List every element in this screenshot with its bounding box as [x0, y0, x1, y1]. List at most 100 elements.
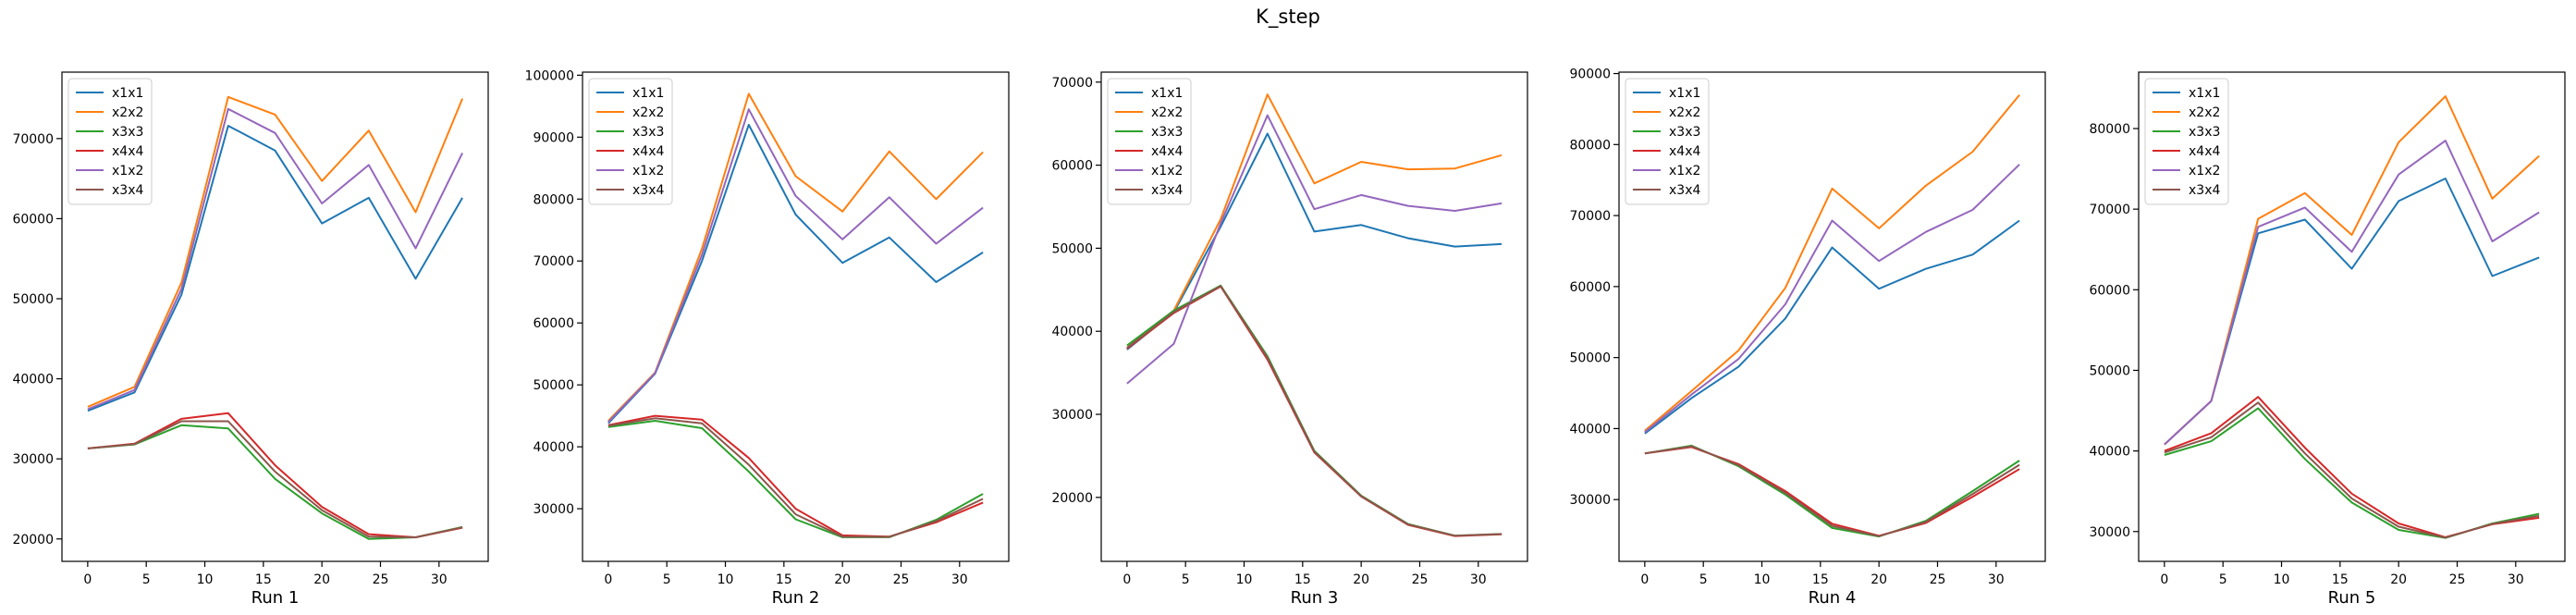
x-tick-label: 0: [604, 572, 612, 587]
figure-title: K_step: [1256, 6, 1320, 28]
series-line-x3x4: [607, 417, 984, 538]
legend-label-x4x4: x4x4: [112, 144, 143, 159]
series-line-x1x1: [2164, 178, 2540, 446]
legend-label-x2x2: x2x2: [2189, 105, 2220, 120]
series-line-x2x2: [1644, 93, 2020, 432]
y-tick-label: 50000: [2089, 363, 2130, 378]
x-tick-label: 30: [1988, 572, 2005, 587]
series-line-x4x4: [2164, 396, 2540, 538]
x-tick-label: 5: [2219, 572, 2227, 587]
x-tick-label: 25: [1930, 572, 1946, 587]
series-line-x3x3: [87, 424, 463, 540]
y-tick-label: 50000: [533, 378, 574, 393]
y-tick-label: 40000: [12, 373, 54, 387]
x-tick-label: 30: [431, 572, 448, 587]
legend-box: [67, 78, 153, 205]
legend-label-x1x2: x1x2: [112, 164, 143, 178]
subplot-1: 0 5 10 15 20 25 30 20000 30000 40000 50000 60000 700…: [12, 71, 489, 608]
plot-frame: [1618, 71, 2046, 562]
y-tick-label: 30000: [533, 502, 574, 517]
y-tick-label: 70000: [1569, 209, 1611, 224]
legend-label-x1x1: x1x1: [2189, 86, 2220, 101]
x-tick-label: 15: [2332, 572, 2349, 587]
legend-label-x2x2: x2x2: [1151, 105, 1183, 120]
y-tick-label: 80000: [1569, 138, 1611, 153]
series-line-x2x2: [1126, 93, 1503, 349]
legend-label-x1x2: x1x2: [2189, 164, 2220, 178]
x-tick-label: 10: [197, 572, 214, 587]
y-tick-label: 20000: [1051, 491, 1093, 506]
series-line-x3x3: [2164, 407, 2540, 539]
y-tick-label: 20000: [12, 533, 54, 547]
legend-label-x3x4: x3x4: [1669, 183, 1700, 198]
subplot-2: 0 5 10 15 20 25 30 30000 40000 50000 60000 70000 800…: [525, 68, 1010, 608]
legend-label-x2x2: x2x2: [1669, 105, 1700, 120]
series-line-x1x1: [1644, 219, 2020, 435]
legend-label-x1x1: x1x1: [112, 86, 143, 101]
x-tick-label: 0: [2160, 572, 2168, 587]
x-tick-label: 5: [1182, 572, 1190, 587]
legend-box: [2144, 78, 2229, 205]
x-axis-label: Run 1: [251, 588, 300, 608]
legend-box: [1107, 78, 1192, 205]
legend-label-x4x4: x4x4: [2189, 144, 2220, 159]
subplot-5: 0 5 10 15 20 25 30 30000 40000 50000 60000 70000 800…: [2089, 71, 2566, 608]
x-tick-label: 15: [1812, 572, 1829, 587]
series-line-x1x2: [1644, 164, 2020, 434]
plot-frame: [1100, 71, 1528, 562]
x-tick-label: 20: [1871, 572, 1887, 587]
legend-label-x1x1: x1x1: [632, 86, 664, 101]
y-tick-label: 70000: [12, 132, 54, 147]
x-tick-label: 20: [834, 572, 851, 587]
legend-label-x3x3: x3x3: [1151, 125, 1183, 140]
y-tick-label: 70000: [1051, 76, 1093, 91]
series-line-x1x2: [87, 107, 463, 411]
x-axis-label: Run 2: [772, 588, 820, 608]
y-tick-label: 70000: [533, 254, 574, 269]
x-tick-label: 15: [255, 572, 272, 587]
legend-label-x4x4: x4x4: [1151, 144, 1183, 159]
x-tick-label: 0: [1122, 572, 1131, 587]
y-tick-label: 70000: [2089, 203, 2130, 217]
x-tick-label: 15: [1294, 572, 1311, 587]
x-tick-label: 5: [1699, 572, 1708, 587]
plot-frame: [2138, 71, 2566, 562]
x-axis-label: Run 4: [1809, 588, 1857, 608]
y-tick-label: 80000: [2089, 122, 2130, 137]
x-axis-label: Run 5: [2328, 588, 2376, 608]
y-tick-label: 40000: [1569, 422, 1611, 437]
x-tick-label: 30: [1470, 572, 1487, 587]
x-axis-label: Run 3: [1291, 588, 1339, 608]
y-tick-label: 90000: [1569, 68, 1611, 82]
legend-label-x4x4: x4x4: [632, 144, 664, 159]
x-tick-label: 0: [83, 572, 92, 587]
y-tick-label: 30000: [1051, 408, 1093, 423]
y-tick-label: 60000: [1569, 280, 1611, 295]
series-line-x1x1: [1126, 132, 1503, 351]
legend-label-x3x4: x3x4: [2189, 183, 2220, 198]
series-line-x4x4: [87, 412, 463, 538]
series-line-x3x4: [87, 420, 463, 538]
plot-frame: [61, 71, 489, 562]
legend-label-x4x4: x4x4: [1669, 144, 1700, 159]
legend-box: [1625, 78, 1710, 205]
legend-label-x2x2: x2x2: [632, 105, 664, 120]
x-tick-label: 15: [776, 572, 792, 587]
y-tick-label: 50000: [1051, 241, 1093, 256]
x-tick-label: 10: [1236, 572, 1253, 587]
legend-label-x1x2: x1x2: [1669, 164, 1700, 178]
y-tick-label: 100000: [525, 68, 574, 83]
y-tick-label: 40000: [1051, 325, 1093, 339]
x-tick-label: 10: [2274, 572, 2290, 587]
legend-box: [588, 78, 673, 205]
series-line-x2x2: [87, 95, 464, 408]
y-tick-label: 80000: [533, 192, 574, 207]
x-tick-label: 5: [142, 572, 151, 587]
legend-label-x3x3: x3x3: [632, 125, 664, 140]
x-tick-label: 25: [2449, 572, 2466, 587]
legend-label-x3x4: x3x4: [632, 183, 664, 198]
x-tick-label: 25: [373, 572, 389, 587]
x-tick-label: 0: [1640, 572, 1649, 587]
subplot-4: 0 5 10 15 20 25 30 30000 40000 50000 60000 70000 800…: [1569, 68, 2046, 608]
